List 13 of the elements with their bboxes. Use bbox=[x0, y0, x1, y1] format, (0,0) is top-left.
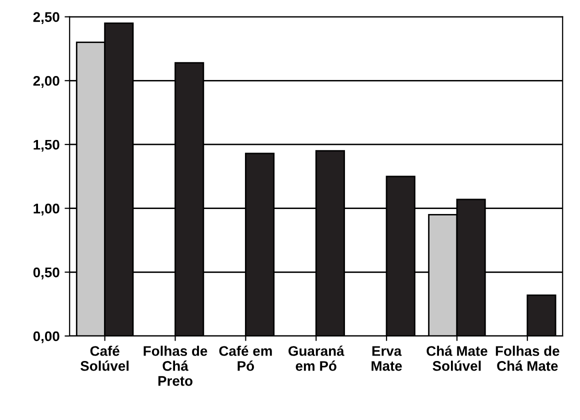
y-tick-label: 1,00 bbox=[34, 204, 60, 216]
x-tick-label: Café em Pó bbox=[219, 346, 272, 371]
y-tick-label: 2,00 bbox=[33, 76, 60, 88]
y-tick-label: 2,50 bbox=[33, 12, 60, 24]
x-tick-label: Folhas de Chá Mate bbox=[496, 346, 560, 371]
x-tick-label: Guaraná em Pó bbox=[288, 346, 344, 371]
y-tick-label: 1,50 bbox=[34, 140, 60, 152]
x-tick-label: Folhas de Chá Preto bbox=[144, 346, 208, 386]
x-tick-label: Erva Mate bbox=[372, 346, 402, 371]
y-tick-label: 0,50 bbox=[33, 267, 60, 280]
x-tick-label: Chá Mate Solúvel bbox=[426, 346, 488, 371]
y-tick-label: 0,00 bbox=[33, 331, 60, 344]
x-tick-label: Café Solúvel bbox=[80, 346, 129, 371]
